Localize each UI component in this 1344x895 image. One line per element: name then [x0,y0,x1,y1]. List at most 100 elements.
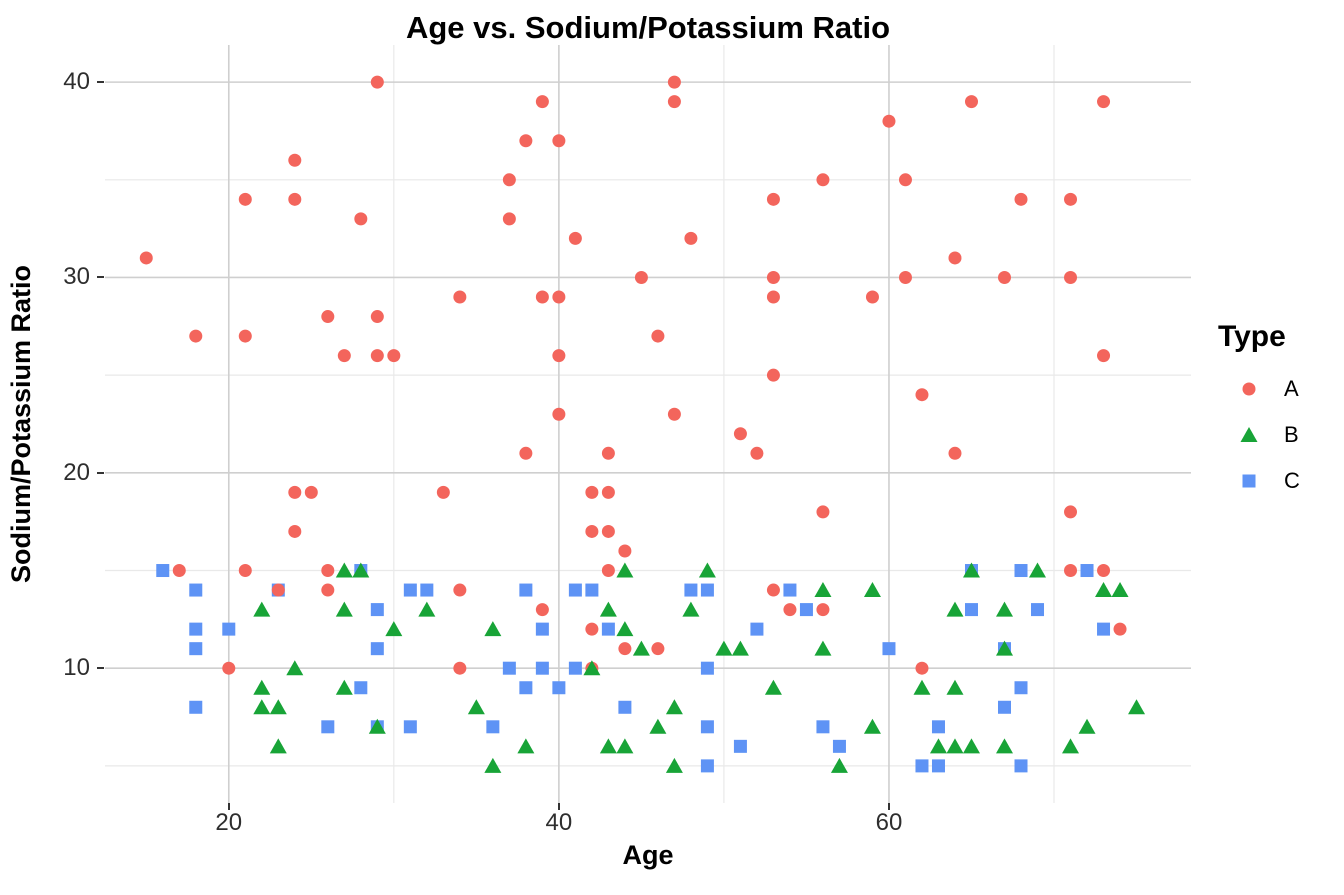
point-B [863,582,881,598]
point-A [1064,192,1078,206]
point-C [700,720,714,734]
point-A [552,349,566,363]
point-A [1064,505,1078,519]
point-C [964,603,978,617]
point-A [634,270,648,284]
point-B [1029,562,1047,578]
point-A [1014,192,1028,206]
point-B [995,601,1013,617]
point-A [882,114,896,128]
point-C [1014,681,1028,695]
point-A [948,251,962,265]
point-B [599,738,617,754]
point-B [814,582,832,598]
y-tick-label-40: 40 [63,68,90,96]
legend-label-C: C [1284,468,1300,493]
point-B [731,640,749,656]
point-B [616,621,634,637]
point-A [370,75,384,89]
point-A [816,173,830,187]
legend-symbol-B [1240,427,1258,442]
point-A [1097,95,1111,109]
point-A [585,524,599,538]
point-A [601,446,615,460]
point-B [830,757,848,773]
point-A [733,427,747,441]
point-C [1080,564,1094,578]
point-B [1095,582,1113,598]
point-C [189,622,203,636]
y-tick-40 [97,81,104,84]
point-B [929,738,947,754]
point-C [585,583,599,597]
point-C [832,739,846,753]
legend-circle-icon [1242,382,1256,396]
y-tick-30 [97,276,104,279]
point-A [321,564,335,578]
point-C [189,583,203,597]
point-A [139,251,153,265]
point-B [253,679,271,695]
legend-triangle-icon [1240,427,1258,442]
legend-title: Type [1218,320,1286,353]
point-C [931,720,945,734]
point-B [946,738,964,754]
point-B [517,738,535,754]
point-A [321,583,335,597]
point-A [552,134,566,148]
point-A [618,642,632,656]
point-B [1062,738,1080,754]
point-C [370,642,384,656]
legend-label-B: B [1284,422,1299,447]
x-tick-40 [557,803,560,810]
point-A [288,192,302,206]
point-C [519,583,533,597]
point-B [368,718,386,734]
point-B [946,601,964,617]
point-C [535,622,549,636]
point-B [995,738,1013,754]
point-A [370,310,384,324]
point-C [1031,603,1045,617]
point-A [238,564,252,578]
point-A [337,349,351,363]
point-A [766,192,780,206]
point-B [253,601,271,617]
point-A [288,524,302,538]
point-C [1097,622,1111,636]
point-B [583,660,601,676]
point-A [354,212,368,226]
point-A [601,524,615,538]
point-B [467,699,485,715]
point-B [385,621,403,637]
point-A [370,349,384,363]
point-A [601,485,615,499]
point-C [700,759,714,773]
point-A [750,446,764,460]
point-B [1128,699,1146,715]
point-A [816,505,830,519]
point-C [799,603,813,617]
x-tick-label-40: 40 [545,809,573,836]
point-C [733,739,747,753]
x-tick-60 [887,803,890,810]
point-B [352,562,370,578]
point-A [453,290,467,304]
point-C [882,642,896,656]
point-B [764,679,782,695]
point-A [964,95,978,109]
point-A [552,290,566,304]
point-A [238,192,252,206]
point-A [651,642,665,656]
point-A [321,310,335,324]
point-C [601,622,615,636]
legend-square-icon [1242,474,1256,488]
point-B [335,679,353,695]
point-B [484,621,502,637]
point-B [682,601,700,617]
legend-item-A: A [1206,366,1300,412]
x-axis-title: Age [622,840,674,870]
point-C [519,681,533,695]
